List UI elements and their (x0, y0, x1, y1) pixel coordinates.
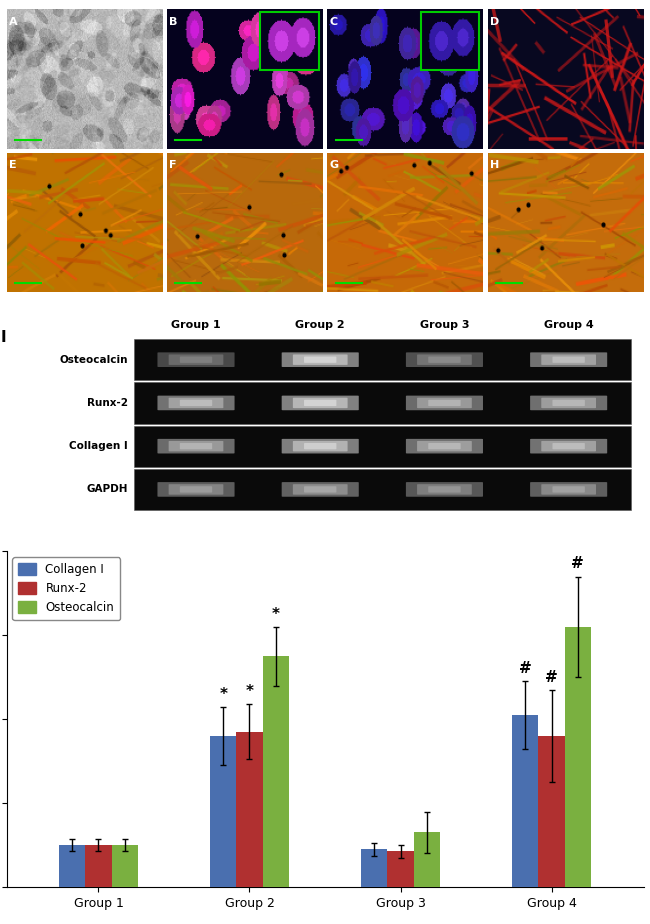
FancyBboxPatch shape (180, 443, 212, 449)
Legend: Collagen I, Runx-2, Osteocalcin: Collagen I, Runx-2, Osteocalcin (12, 557, 120, 620)
Text: *: * (246, 685, 254, 699)
Text: Group 4: Group 4 (544, 321, 593, 330)
Text: Collagen I: Collagen I (69, 441, 127, 451)
FancyBboxPatch shape (134, 339, 630, 381)
FancyBboxPatch shape (157, 482, 235, 497)
FancyBboxPatch shape (428, 400, 461, 406)
Bar (59, 845, 85, 887)
Text: Runx-2: Runx-2 (86, 398, 127, 407)
Text: A: A (9, 17, 18, 27)
Bar (565, 626, 591, 887)
FancyBboxPatch shape (417, 441, 472, 452)
FancyBboxPatch shape (157, 352, 235, 367)
FancyBboxPatch shape (406, 482, 483, 497)
FancyBboxPatch shape (304, 486, 337, 492)
Text: C: C (330, 17, 338, 27)
FancyBboxPatch shape (406, 395, 483, 410)
Text: GAPDH: GAPDH (86, 484, 127, 494)
Text: #: # (519, 662, 532, 676)
FancyBboxPatch shape (417, 484, 472, 494)
Bar (237, 732, 263, 887)
FancyBboxPatch shape (168, 397, 224, 408)
Text: Group 3: Group 3 (420, 321, 469, 330)
FancyBboxPatch shape (552, 443, 585, 449)
FancyBboxPatch shape (541, 484, 596, 494)
FancyBboxPatch shape (552, 486, 585, 492)
FancyBboxPatch shape (180, 357, 212, 363)
Text: #: # (545, 670, 558, 685)
FancyBboxPatch shape (552, 357, 585, 363)
FancyBboxPatch shape (428, 357, 461, 363)
Text: F: F (170, 160, 177, 170)
FancyBboxPatch shape (134, 383, 630, 423)
Text: H: H (490, 160, 499, 170)
FancyBboxPatch shape (428, 486, 461, 492)
FancyBboxPatch shape (157, 395, 235, 410)
Text: I: I (0, 330, 6, 346)
Text: *: * (272, 607, 280, 622)
FancyBboxPatch shape (304, 357, 337, 363)
FancyBboxPatch shape (428, 443, 461, 449)
Text: Osteocalcin: Osteocalcin (59, 355, 127, 365)
FancyBboxPatch shape (541, 355, 596, 365)
FancyBboxPatch shape (541, 441, 596, 452)
FancyBboxPatch shape (157, 439, 235, 454)
FancyBboxPatch shape (134, 468, 630, 510)
FancyBboxPatch shape (180, 400, 212, 406)
Text: G: G (330, 160, 339, 170)
FancyBboxPatch shape (530, 352, 607, 367)
Bar (413, 833, 440, 887)
Bar (112, 845, 138, 887)
FancyBboxPatch shape (134, 426, 630, 467)
FancyBboxPatch shape (168, 441, 224, 452)
Bar (538, 736, 565, 887)
FancyBboxPatch shape (552, 400, 585, 406)
Text: E: E (9, 160, 16, 170)
FancyBboxPatch shape (281, 482, 359, 497)
FancyBboxPatch shape (281, 395, 359, 410)
Bar (261, 12, 318, 69)
FancyBboxPatch shape (406, 439, 483, 454)
FancyBboxPatch shape (406, 352, 483, 367)
Text: #: # (571, 556, 584, 571)
FancyBboxPatch shape (293, 484, 348, 494)
FancyBboxPatch shape (281, 439, 359, 454)
Text: Group 2: Group 2 (295, 321, 345, 330)
FancyBboxPatch shape (293, 355, 348, 365)
FancyBboxPatch shape (304, 400, 337, 406)
Bar (512, 715, 538, 887)
Text: *: * (219, 687, 227, 701)
FancyBboxPatch shape (293, 441, 348, 452)
Bar (387, 851, 413, 887)
FancyBboxPatch shape (281, 352, 359, 367)
Text: D: D (490, 17, 499, 27)
FancyBboxPatch shape (541, 397, 596, 408)
FancyBboxPatch shape (417, 397, 472, 408)
Bar (421, 12, 479, 69)
Bar (361, 849, 387, 887)
FancyBboxPatch shape (530, 395, 607, 410)
FancyBboxPatch shape (180, 486, 212, 492)
FancyBboxPatch shape (530, 482, 607, 497)
Bar (263, 656, 289, 887)
FancyBboxPatch shape (530, 439, 607, 454)
Text: B: B (170, 17, 177, 27)
FancyBboxPatch shape (293, 397, 348, 408)
Bar (85, 845, 112, 887)
Bar (210, 736, 237, 887)
FancyBboxPatch shape (304, 443, 337, 449)
FancyBboxPatch shape (168, 355, 224, 365)
FancyBboxPatch shape (168, 484, 224, 494)
FancyBboxPatch shape (417, 355, 472, 365)
Text: Group 1: Group 1 (171, 321, 221, 330)
